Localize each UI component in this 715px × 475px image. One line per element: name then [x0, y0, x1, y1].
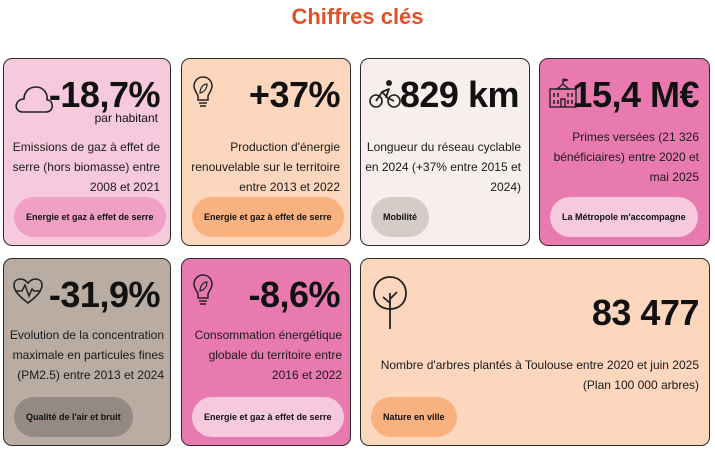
stat-value: +37% — [248, 74, 341, 115]
stat-value: -31,9% — [48, 274, 161, 315]
category-tag[interactable]: Energie et gaz à effet de serre — [192, 397, 344, 437]
stat-description: Primes versées (21 326 bénéficiaires) en… — [553, 130, 699, 184]
town-hall-icon — [548, 77, 578, 114]
page-title: Chiffres clés — [291, 4, 424, 29]
cloud-icon — [14, 83, 54, 120]
stat-value: 829 km — [399, 74, 520, 115]
stat-description: Nombre d'arbres plantés à Toulouse entre… — [380, 358, 699, 392]
category-tag[interactable]: Energie et gaz à effet de serre — [14, 197, 166, 237]
stat-card-renewable-production: +37% Production d'énergie renouvelable s… — [181, 58, 351, 246]
stat-description: Evolution de la concentration maximale e… — [9, 328, 164, 382]
category-tag[interactable]: La Métropole m'accompagne — [550, 197, 698, 237]
tree-icon — [369, 273, 411, 336]
stat-value: -8,6% — [248, 274, 340, 315]
stat-value: 83 477 — [591, 292, 700, 333]
stat-description: Emissions de gaz à effet de serre (hors … — [12, 140, 160, 194]
stat-card-ghg-emissions: -18,7% par habitant Emissions de gaz à e… — [3, 58, 171, 246]
lightbulb-leaf-icon — [192, 75, 214, 116]
stat-value: 15,4 M€ — [572, 74, 699, 115]
category-tag[interactable]: Energie et gaz à effet de serre — [192, 197, 344, 237]
stat-description: Consommation énergétique globale du terr… — [194, 328, 342, 382]
heart-pulse-icon — [12, 277, 44, 310]
stat-card-energy-consumption: -8,6% Consommation énergétique globale d… — [181, 258, 351, 446]
category-tag[interactable]: Nature en ville — [371, 397, 457, 437]
stat-unit: par habitant — [94, 111, 158, 125]
stat-description: Longueur du réseau cyclable en 2024 (+37… — [365, 140, 521, 194]
lightbulb-leaf-icon — [192, 273, 214, 314]
stat-value: -18,7% — [48, 74, 161, 115]
cyclist-icon — [369, 79, 401, 114]
category-tag[interactable]: Mobilité — [371, 197, 429, 237]
stat-card-cycling-network: 829 km Longueur du réseau cyclable en 20… — [360, 58, 530, 246]
stat-description: Production d'énergie renouvelable sur le… — [191, 140, 340, 194]
stat-card-trees-planted: 83 477 Nombre d'arbres plantés à Toulous… — [360, 258, 710, 446]
stat-card-subsidies: 15,4 M€ Primes versées (21 326 bénéficia… — [539, 58, 710, 246]
category-tag[interactable]: Qualité de l'air et bruit — [14, 397, 133, 437]
stat-card-fine-particles: -31,9% Evolution de la concentration max… — [3, 258, 171, 446]
